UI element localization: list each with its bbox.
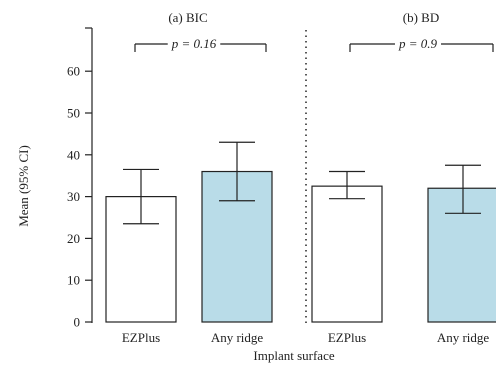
panel-title-bd: (b) BD: [403, 10, 439, 25]
x-axis-title: Implant surface: [253, 348, 334, 363]
y-tick-label: 10: [67, 273, 80, 288]
panel-title-bic: (a) BIC: [168, 10, 207, 25]
axes-layer: [85, 27, 494, 324]
bar: [427, 187, 496, 323]
y-tick-label: 50: [67, 106, 80, 121]
bar: [311, 185, 383, 323]
p-value-bic: p = 0.16: [171, 36, 217, 51]
y-tick-label: 60: [67, 64, 80, 79]
category-label: Any ridge: [211, 330, 264, 345]
y-tick-label: 40: [67, 147, 80, 162]
category-label: EZPlus: [122, 330, 160, 345]
y-tick-label: 30: [67, 189, 80, 204]
category-label: EZPlus: [328, 330, 366, 345]
y-axis-title: Mean (95% CI): [16, 145, 31, 227]
y-tick-label: 0: [74, 315, 81, 330]
bars-layer: [105, 141, 496, 323]
y-tick-label: 20: [67, 231, 80, 246]
p-value-bd: p = 0.9: [398, 36, 438, 51]
text-layer: Mean (95% CI) Implant surface (a) BIC (b…: [16, 10, 489, 363]
category-label: Any ridge: [437, 330, 490, 345]
